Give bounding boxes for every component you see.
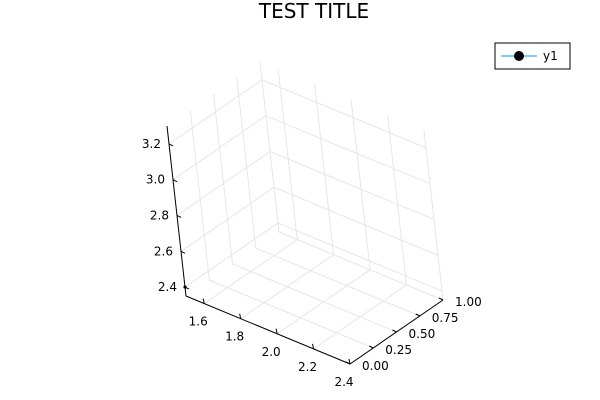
chart-title: TEST TITLE	[258, 0, 369, 23]
z-tick-mark-2	[176, 215, 182, 218]
y-tick-label-4: 1.00	[455, 295, 482, 309]
grid-line-z-back-4	[261, 79, 427, 149]
grid-line-z-side-2	[176, 151, 271, 216]
x-tick-label-4: 2.4	[334, 375, 353, 389]
x-tick-label-1: 1.8	[225, 330, 244, 344]
x-tick-mark-0	[202, 298, 205, 304]
grid-line-z-side-0	[184, 222, 279, 288]
x-tick-mark-2	[275, 328, 278, 334]
grid-line-y-wall-2	[213, 93, 233, 265]
y-tick-label-1: 0.25	[385, 343, 412, 357]
grid-line-z-side-4	[168, 79, 263, 145]
grid-line-y-wall-3	[236, 77, 257, 249]
y-tick-mark-1	[369, 345, 374, 349]
grid-line-x-wall-4	[423, 129, 444, 301]
grid-line-y-floor-3	[255, 247, 420, 317]
z-tick-label-1: 2.6	[154, 244, 173, 258]
y-tick-mark-2	[392, 329, 397, 333]
data-points	[183, 285, 187, 289]
grid-line-y-wall-4	[259, 61, 280, 233]
y-tick-label-2: 0.50	[409, 327, 436, 341]
z-tick-label-0: 2.4	[158, 280, 177, 294]
z-axis-line	[166, 125, 187, 297]
legend-label-y1: y1	[543, 49, 558, 63]
grid-line-z-back-3	[265, 115, 431, 185]
y-tick-label-3: 0.75	[432, 311, 459, 325]
grid-line-z-side-3	[172, 115, 267, 181]
legend-marker-y1	[514, 51, 524, 61]
grid-line-z-back-1	[273, 186, 439, 256]
grid-line-x-wall-1	[314, 84, 335, 255]
x-tick-label-3: 2.2	[298, 360, 317, 374]
x-tick-mark-3	[312, 343, 315, 349]
grid-line-z-side-1	[180, 186, 275, 252]
grid-line-x-wall-2	[350, 99, 371, 270]
grid-line-y-floor-2	[232, 263, 397, 333]
grid-lines	[166, 61, 444, 365]
z-tick-label-4: 3.2	[142, 137, 161, 151]
z-tick-mark-3	[172, 179, 178, 183]
grid-line-y-wall-1	[189, 109, 210, 281]
x-tick-mark-1	[239, 313, 242, 319]
y-tick-mark-4	[438, 297, 444, 301]
grid-line-z-back-2	[269, 151, 435, 220]
x-tick-mark-4	[348, 358, 351, 365]
tick-labels: 1.6 1.8 2.0 2.2 2.4 0.00 0.25 0.50 0.75 1.00 2.4 2.…	[142, 137, 482, 389]
y-tick-mark-0	[345, 361, 351, 365]
z-tick-mark-4	[168, 143, 174, 147]
x-tick-label-2: 2.0	[262, 345, 281, 359]
z-tick-label-2: 2.8	[150, 208, 169, 222]
x-tick-label-0: 1.6	[189, 315, 208, 329]
legend: y1	[494, 42, 571, 70]
y-tick-label-0: 0.00	[362, 359, 389, 373]
grid-line-x-wall-3	[387, 114, 408, 285]
axes	[166, 125, 444, 365]
y-tick-mark-3	[415, 313, 420, 317]
grid-line-y-floor-4	[278, 231, 444, 301]
data-point-0-0	[183, 285, 187, 289]
grid-line-z-back-0	[277, 222, 443, 292]
grid-line-y-floor-1	[209, 279, 374, 349]
x-axis-line	[185, 295, 351, 365]
z-tick-mark-1	[180, 250, 186, 254]
z-tick-label-3: 3.0	[146, 173, 165, 187]
grid-line-x-wall-0	[277, 69, 298, 240]
